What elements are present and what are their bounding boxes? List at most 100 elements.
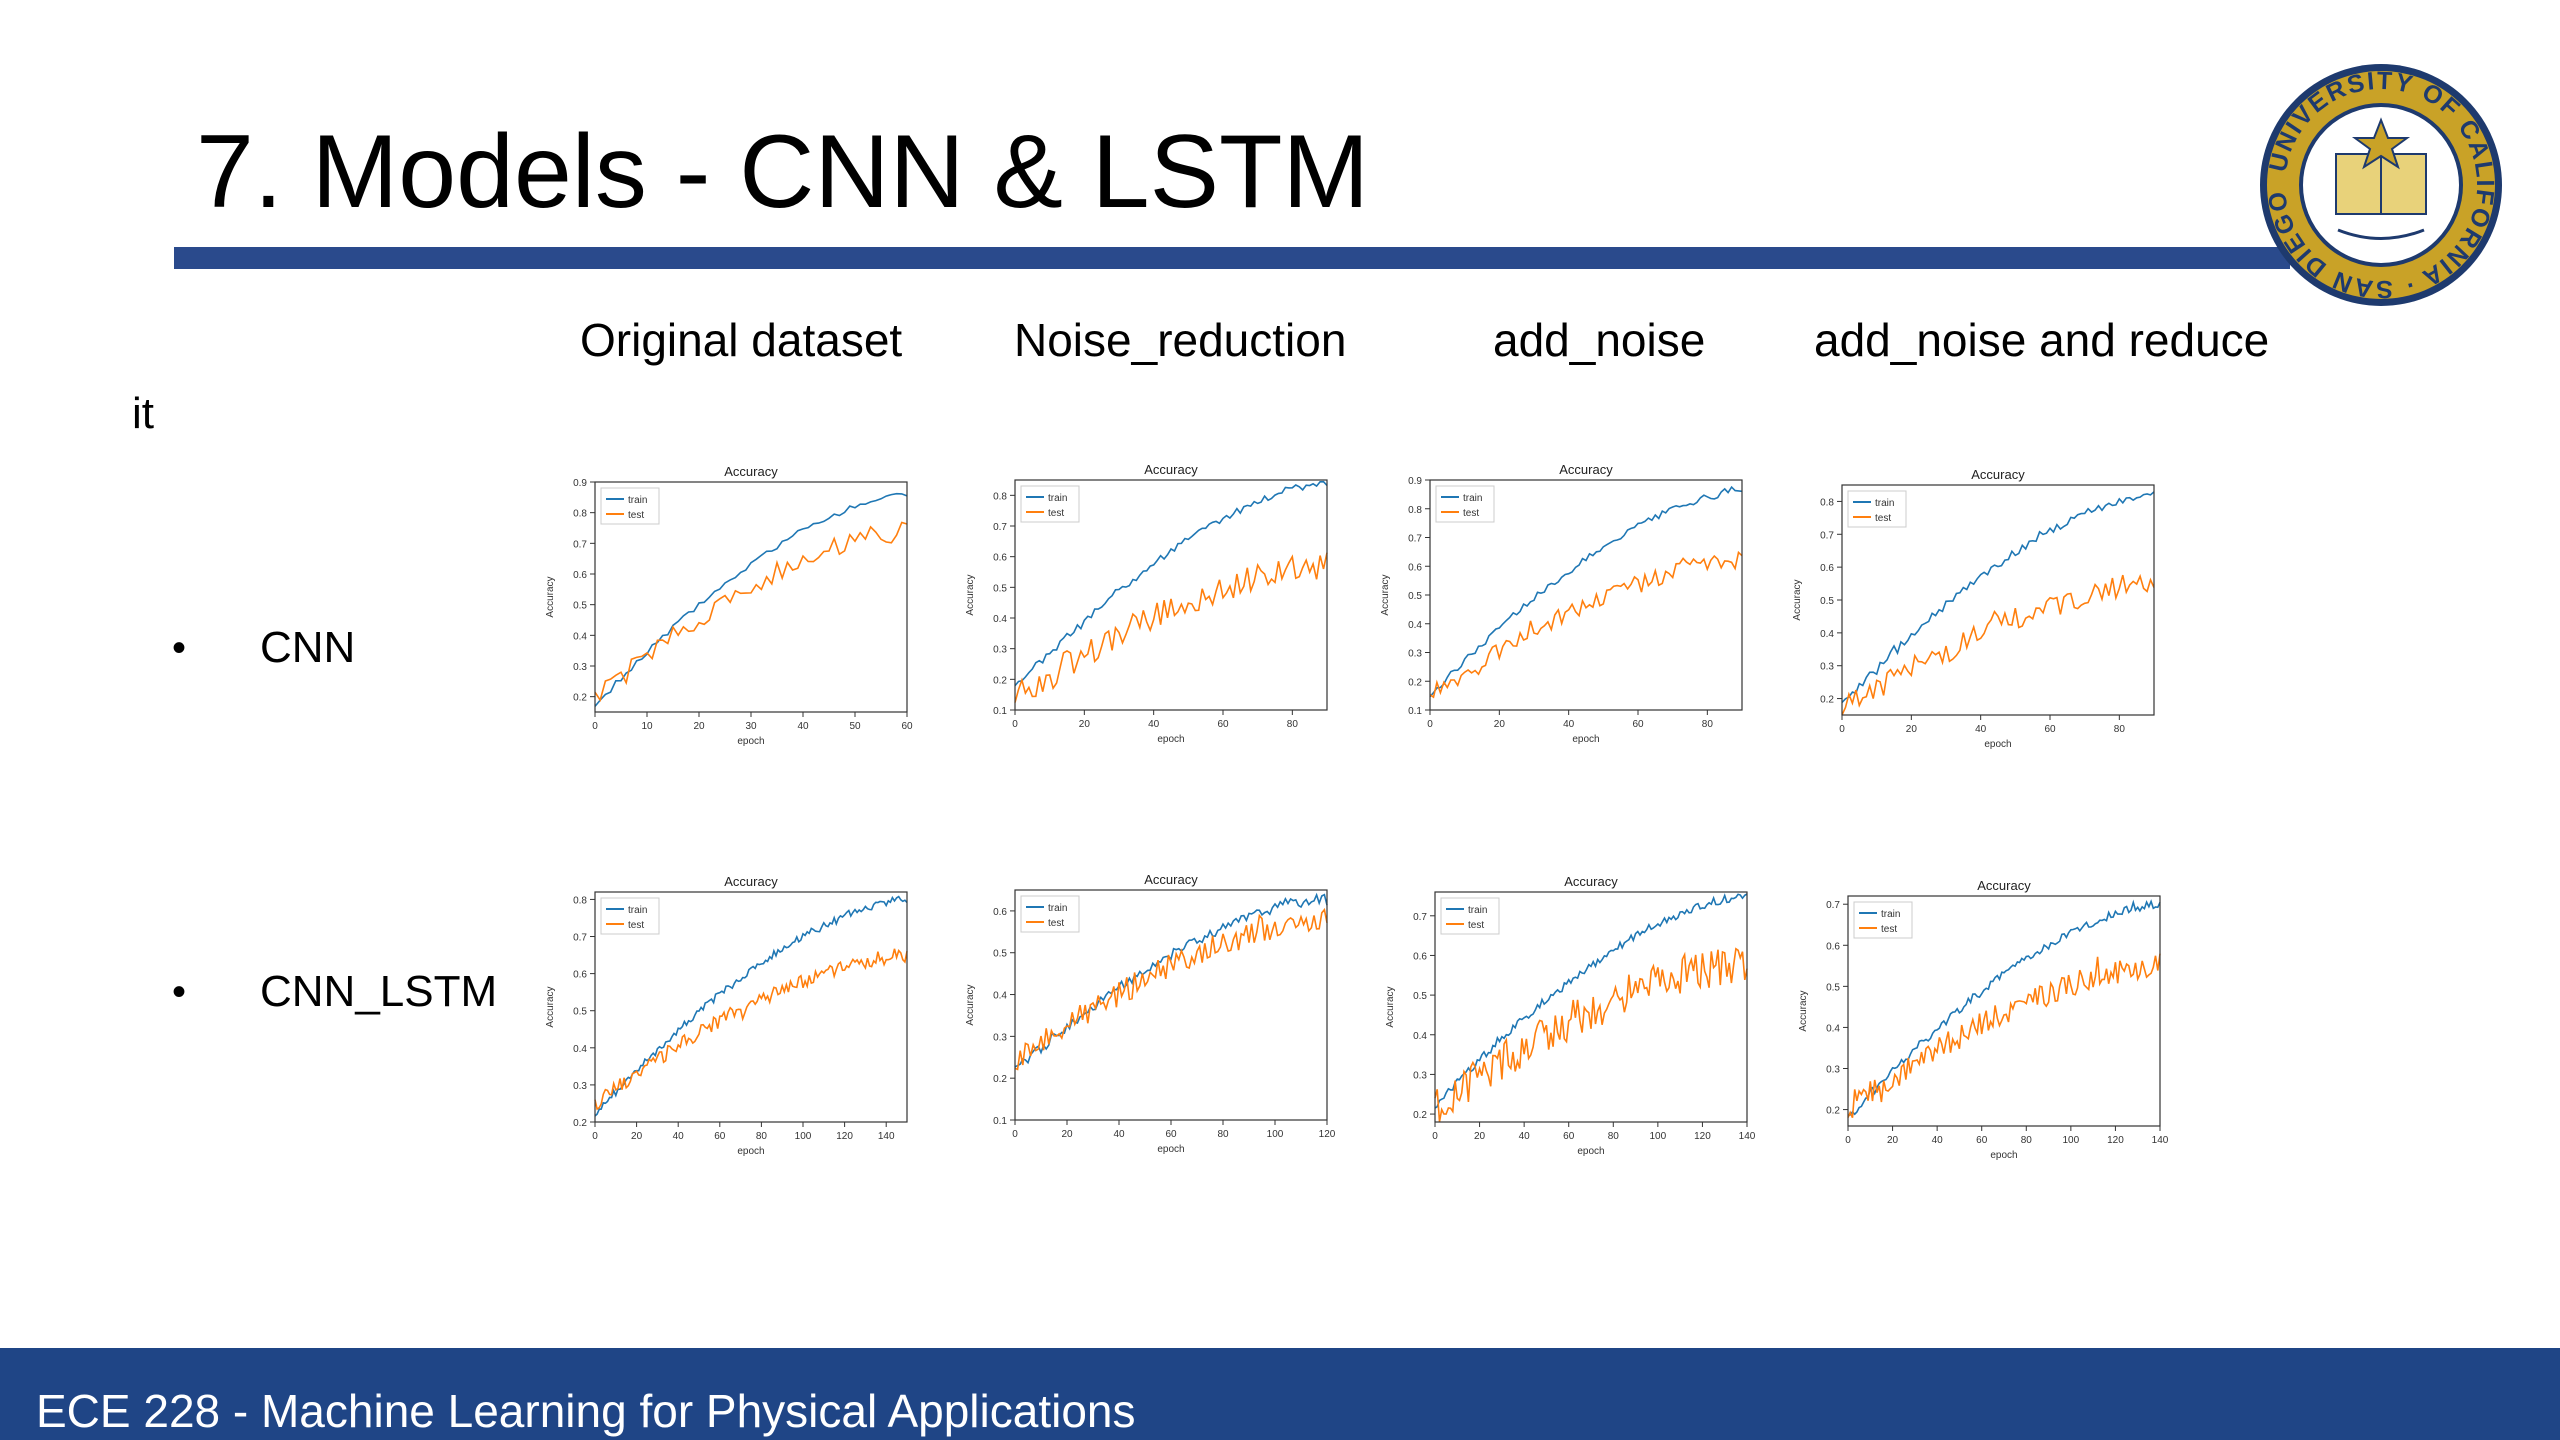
x-tick-label-5: 100: [1650, 1131, 1667, 1142]
x-axis-label: epoch: [1157, 1144, 1184, 1155]
legend-box: [1020, 895, 1080, 933]
chart-cnn-noise-reduction: Accuracy 0 20 40 60 80 0.1 0.2 0.3 0.4 0.5 0.6 0.7 0.…: [955, 458, 1345, 748]
x-tick-label-7: 140: [878, 1131, 895, 1142]
plot-frame: [1434, 891, 1748, 1123]
y-tick-label-4: 0.6: [573, 970, 587, 981]
column-header-add-noise-and-reduce: add_noise and reduce: [1814, 314, 2270, 366]
legend-label-test: test: [1048, 508, 1064, 519]
y-tick-label-5: 0.7: [573, 933, 587, 944]
y-tick-label-5: 0.7: [573, 539, 587, 550]
chart-cnn-lstm-add-noise-and-reduce: Accuracy 0 20 40 60 80 100 120 140 0.2 0.3 0.4 0.5 0.…: [1788, 874, 2178, 1164]
x-tick-label-5: 100: [2063, 1135, 2080, 1146]
slide-title: 7. Models - CNN & LSTM: [196, 114, 1370, 230]
x-axis-label: epoch: [1984, 739, 2011, 750]
legend: train test: [1435, 485, 1495, 523]
y-tick-label-7: 0.8: [993, 491, 1007, 502]
y-tick-label-1: 0.3: [573, 662, 587, 673]
y-tick-label-0: 0.1: [993, 706, 1007, 717]
chart-svg: Accuracy 0 10 20 30 40 50 60 0.2 0.3 0.4 0.5 0.6 0.7 0…: [545, 464, 913, 747]
y-tick-label-1: 0.3: [1826, 1065, 1840, 1076]
x-tick-label-2: 40: [673, 1131, 685, 1142]
footer-course-title: ECE 228 - Machine Learning for Physical …: [36, 1385, 1136, 1437]
x-tick-label-2: 40: [1148, 719, 1160, 730]
plot-frame: [594, 481, 908, 713]
x-tick-label-2: 40: [1563, 719, 1575, 730]
y-tick-label-0: 0.2: [1413, 1110, 1427, 1121]
chart-cnn-lstm-noise-reduction: Accuracy 0 20 40 60 80 100 120 0.1 0.2 0.3 0.4 0.5 0.…: [955, 868, 1345, 1158]
legend: train test: [1020, 485, 1080, 523]
series-line-train: [1841, 491, 2155, 704]
x-tick-label-4: 40: [797, 721, 809, 732]
footer-bar: [0, 1348, 2560, 1440]
row-label-cnn: CNN: [260, 623, 356, 672]
legend-box: [1853, 901, 1913, 939]
y-tick-label-2: 0.3: [993, 1032, 1007, 1043]
x-tick-label-3: 60: [1976, 1135, 1988, 1146]
x-tick-label-1: 20: [1494, 719, 1506, 730]
x-axis-label: epoch: [1577, 1146, 1604, 1157]
series-line-train: [1434, 893, 1748, 1109]
y-tick-label-0: 0.2: [573, 1118, 587, 1129]
x-tick-label-2: 20: [693, 721, 705, 732]
x-tick-label-2: 40: [1113, 1129, 1125, 1140]
series-line-train: [1847, 899, 2161, 1117]
x-tick-label-0: 0: [1845, 1135, 1851, 1146]
x-tick-label-4: 80: [2021, 1135, 2033, 1146]
y-tick-label-3: 0.5: [1820, 596, 1834, 607]
x-tick-label-3: 60: [1165, 1129, 1177, 1140]
y-axis-label: Accuracy: [1385, 986, 1396, 1027]
chart-cnn-add-noise-and-reduce: Accuracy 0 20 40 60 80 0.2 0.3 0.4 0.5 0.6 0.7 0.8 ep…: [1782, 463, 2172, 753]
x-tick-label-5: 100: [795, 1131, 812, 1142]
x-tick-label-6: 120: [1694, 1131, 1711, 1142]
x-tick-label-2: 40: [1975, 724, 1987, 735]
plot-frame: [1014, 479, 1328, 711]
x-axis-label: epoch: [737, 736, 764, 747]
plot-frame: [1014, 889, 1328, 1121]
chart-title: Accuracy: [1564, 874, 1618, 889]
uc-san-diego-seal-logo: UNIVERSITY OF CALIFORNIA · SAN DIEGO ·: [2253, 40, 2504, 308]
x-tick-label-7: 140: [1739, 1131, 1756, 1142]
y-axis-label: Accuracy: [1792, 579, 1803, 620]
y-tick-label-1: 0.2: [993, 675, 1007, 686]
y-tick-label-1: 0.3: [1820, 662, 1834, 673]
y-tick-label-8: 0.9: [1408, 476, 1422, 487]
y-tick-label-6: 0.8: [573, 509, 587, 520]
y-tick-label-4: 0.6: [1413, 951, 1427, 962]
series-line-test: [594, 948, 908, 1111]
y-tick-label-3: 0.5: [573, 1007, 587, 1018]
column-header-original-dataset: Original dataset: [580, 314, 903, 366]
x-tick-label-5: 50: [849, 721, 861, 732]
x-tick-label-3: 60: [1217, 719, 1229, 730]
legend-label-train: train: [1468, 905, 1487, 916]
legend-label-train: train: [1875, 498, 1894, 509]
chart-cnn-lstm-add-noise: Accuracy 0 20 40 60 80 100 120 140 0.2 0.3 0.4 0.5 0.…: [1375, 870, 1765, 1160]
series-line-test: [1434, 947, 1748, 1122]
x-tick-label-1: 20: [1061, 1129, 1073, 1140]
x-tick-label-1: 20: [1887, 1135, 1899, 1146]
y-tick-label-2: 0.4: [1826, 1023, 1840, 1034]
y-tick-label-0: 0.2: [1826, 1106, 1840, 1117]
series-line-test: [1014, 552, 1328, 703]
y-tick-label-4: 0.5: [1408, 591, 1422, 602]
legend-label-test: test: [1463, 508, 1479, 519]
y-tick-label-5: 0.6: [1408, 562, 1422, 573]
x-tick-label-3: 60: [2044, 724, 2056, 735]
x-tick-label-7: 140: [2152, 1135, 2169, 1146]
series-line-test: [594, 521, 908, 703]
y-tick-label-1: 0.3: [1413, 1070, 1427, 1081]
y-axis-label: Accuracy: [965, 984, 976, 1025]
y-tick-label-0: 0.1: [993, 1116, 1007, 1127]
y-tick-label-1: 0.3: [573, 1081, 587, 1092]
chart-title: Accuracy: [724, 464, 778, 479]
y-tick-label-3: 0.5: [1413, 991, 1427, 1002]
y-tick-label-6: 0.8: [573, 895, 587, 906]
y-tick-label-2: 0.4: [1413, 1031, 1427, 1042]
y-tick-label-2: 0.4: [1820, 629, 1834, 640]
y-tick-label-0: 0.2: [573, 693, 587, 704]
chart-title: Accuracy: [1144, 462, 1198, 477]
y-tick-label-2: 0.4: [573, 631, 587, 642]
chart-svg: Accuracy 0 20 40 60 80 0.1 0.2 0.3 0.4 0.5 0.6 0.7 0.…: [1380, 462, 1743, 745]
y-tick-label-7: 0.8: [1408, 505, 1422, 516]
x-tick-label-5: 100: [1267, 1129, 1284, 1140]
y-tick-label-1: 0.2: [1408, 677, 1422, 688]
